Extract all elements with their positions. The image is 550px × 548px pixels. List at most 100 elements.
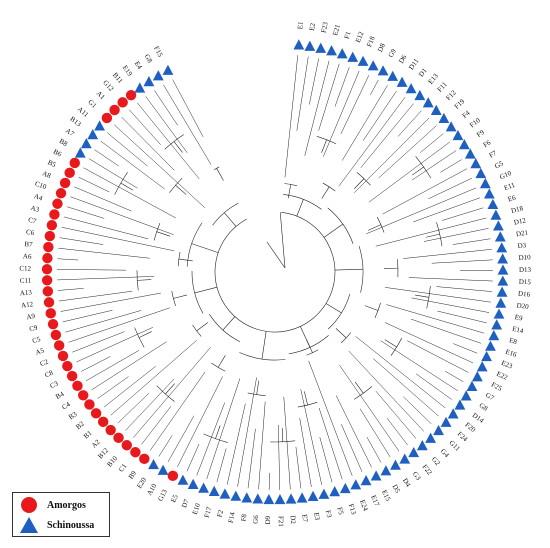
branch: [133, 347, 211, 438]
branch: [110, 340, 197, 416]
branch: [158, 435, 173, 457]
leaf-label: D7: [180, 498, 191, 509]
schinoussa-marker: [187, 478, 199, 489]
leaf-label: A13: [19, 288, 32, 297]
branch: [68, 307, 171, 343]
branch: [411, 297, 490, 313]
leaf-label: E17: [369, 494, 381, 508]
amorgos-marker: [64, 167, 75, 179]
leaf-label: B9: [127, 469, 139, 481]
leaf-label: D2: [289, 515, 298, 525]
leaf-label: F6: [482, 138, 493, 149]
amorgos-marker: [43, 297, 55, 308]
leaf-label: E24: [358, 499, 370, 513]
branch: [141, 406, 172, 445]
branch-arc: [191, 270, 204, 314]
schinoussa-marker: [422, 97, 434, 108]
branch: [59, 237, 104, 245]
branch: [411, 150, 457, 181]
branch: [80, 356, 111, 372]
leaf-label: G4: [439, 447, 451, 459]
branch: [340, 75, 370, 135]
leaf-label: C11: [20, 276, 32, 284]
legend-label-amorgos: Amorgos: [47, 499, 86, 511]
leaf-label: A5: [35, 346, 46, 356]
leaf-label: B2: [74, 419, 86, 431]
branch: [145, 96, 188, 153]
schinoussa-marker: [219, 488, 231, 499]
branch: [85, 350, 140, 382]
branch: [65, 310, 142, 333]
branch: [425, 233, 440, 238]
legend-item-schinoussa: Schinoussa: [19, 516, 94, 534]
leaf-label: D11: [407, 57, 420, 72]
branch: [440, 159, 462, 173]
branch: [382, 168, 468, 215]
leaf-label: G11: [447, 439, 461, 453]
branch: [120, 182, 134, 191]
schinoussa-marker: [497, 253, 509, 264]
leaf-label: E14: [511, 325, 524, 336]
schinoussa-marker: [490, 209, 502, 220]
leaf-label: A4: [33, 192, 44, 202]
amorgos-marker: [44, 230, 56, 242]
leaf-label: C2: [39, 358, 50, 369]
branch: [216, 448, 227, 483]
schinoussa-marker: [485, 340, 496, 351]
branch: [70, 196, 174, 235]
branch: [191, 243, 219, 253]
branch: [397, 110, 422, 137]
schinoussa-marker: [390, 459, 401, 470]
branch: [386, 304, 485, 334]
branch: [323, 70, 360, 157]
branch: [370, 79, 379, 96]
leaf-label: F18: [365, 35, 377, 49]
branch: [355, 336, 446, 409]
schinoussa-marker: [177, 474, 189, 485]
branch: [279, 212, 286, 269]
schinoussa-marker: [387, 70, 399, 81]
branch: [83, 167, 176, 219]
branch: [413, 197, 481, 223]
leaf-label: F12: [444, 88, 458, 102]
leaf-label: D1: [417, 66, 429, 78]
schinoussa-marker: [481, 350, 492, 362]
leaf-label: G7: [484, 391, 496, 402]
branch: [367, 224, 382, 231]
branch: [321, 139, 327, 153]
leaf-label: B13: [68, 115, 83, 129]
amorgos-marker: [78, 390, 89, 401]
branch: [386, 417, 408, 446]
branch: [334, 66, 350, 107]
amorgos-marker: [59, 177, 71, 189]
branch: [415, 373, 452, 400]
leaf-label: F15: [152, 45, 164, 59]
leaf-label: B1: [82, 429, 94, 441]
schinoussa-marker: [134, 82, 146, 93]
branch: [384, 322, 474, 364]
schinoussa-marker: [491, 319, 503, 330]
schinoussa-marker: [329, 486, 341, 497]
amorgos-marker: [57, 350, 69, 362]
branch-arc: [213, 166, 220, 171]
amorgos-marker: [84, 399, 95, 410]
legend: Amorgos Schinoussa: [12, 492, 110, 537]
schinoussa-marker: [252, 493, 264, 504]
branch: [325, 303, 342, 314]
branch: [420, 133, 444, 153]
leaf-label: C12: [19, 264, 31, 272]
schinoussa-marker: [466, 380, 478, 392]
schinoussa-marker: [458, 139, 470, 150]
leaf-label: E19: [121, 64, 134, 78]
leaf-label: F17: [203, 506, 214, 519]
schinoussa-marker: [425, 432, 437, 443]
branch: [256, 380, 260, 395]
schinoussa-marker: [377, 65, 389, 76]
schinoussa-marker: [452, 129, 464, 141]
leaf-label: A1: [95, 89, 107, 101]
leaf-label: E1: [296, 21, 305, 30]
branch: [407, 340, 469, 373]
branch: [281, 427, 284, 442]
leaf-label: G3: [411, 470, 423, 482]
